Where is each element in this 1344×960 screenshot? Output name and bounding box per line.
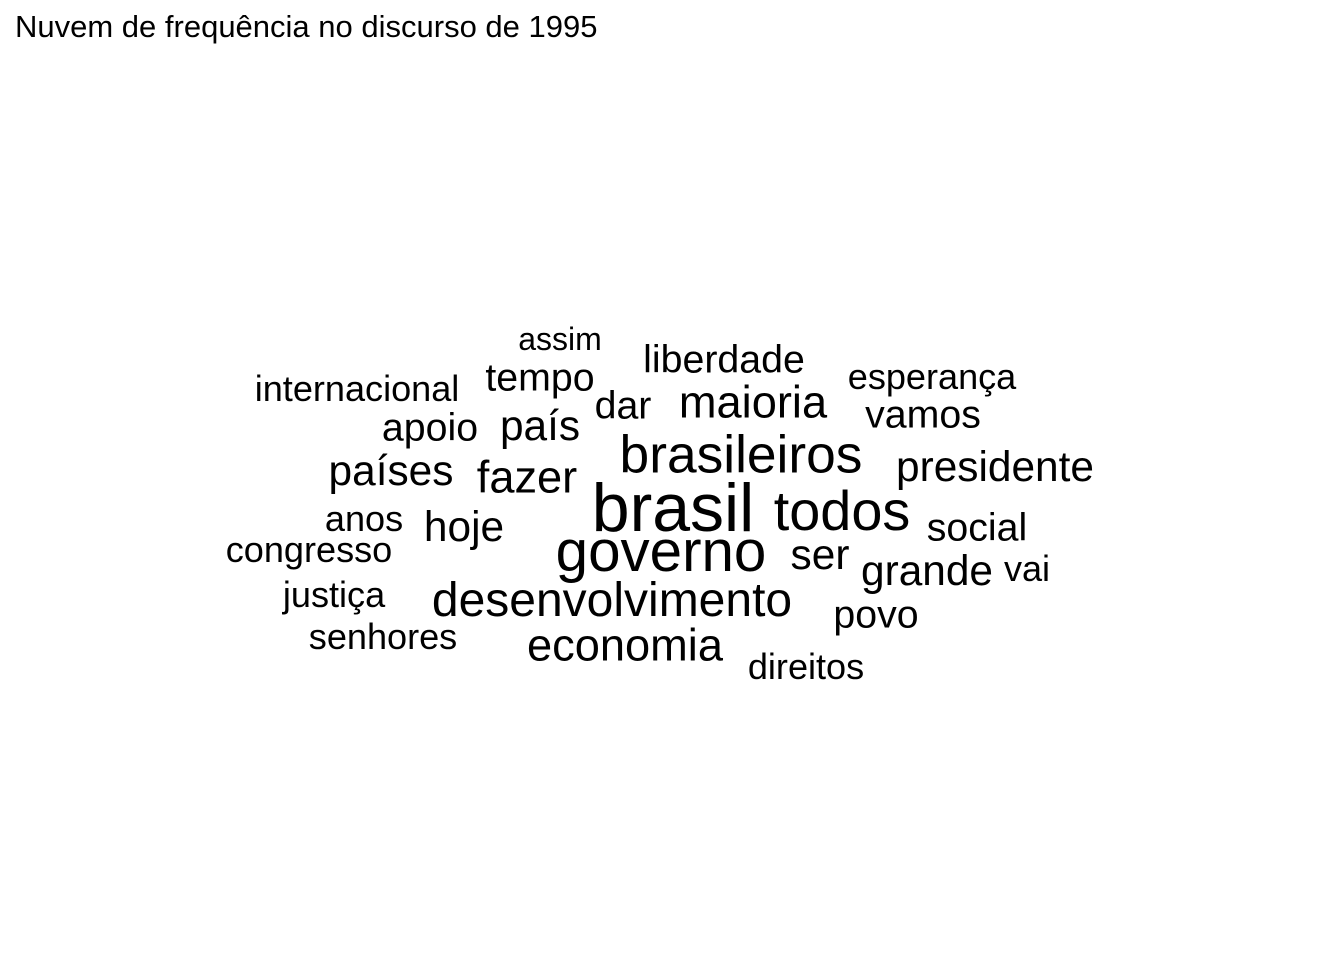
- chart-title: Nuvem de frequência no discurso de 1995: [15, 9, 598, 44]
- word-países: países: [328, 446, 454, 494]
- word-congresso: congresso: [225, 528, 393, 570]
- word-brasil: brasil: [591, 470, 755, 546]
- word-governo: governo: [555, 518, 767, 584]
- word-desenvolvimento: desenvolvimento: [431, 574, 793, 627]
- word-tempo: tempo: [485, 355, 595, 400]
- word-ser: ser: [790, 530, 850, 578]
- word-assim: assim: [518, 321, 602, 357]
- word-esperança: esperança: [847, 355, 1017, 397]
- word-direitos: direitos: [747, 645, 865, 687]
- word-vai: vai: [1003, 547, 1051, 589]
- word-país: país: [499, 401, 581, 449]
- word-vamos: vamos: [865, 392, 981, 437]
- word-senhores: senhores: [308, 615, 458, 657]
- word-povo: povo: [833, 592, 919, 637]
- word-dar: dar: [594, 383, 652, 428]
- word-justiça: justiça: [282, 573, 386, 615]
- word-liberdade: liberdade: [643, 337, 805, 382]
- word-todos: todos: [773, 479, 911, 543]
- word-apoio: apoio: [381, 405, 479, 450]
- word-economia: economia: [527, 619, 723, 671]
- word-presidente: presidente: [896, 442, 1094, 490]
- word-internacional: internacional: [254, 367, 460, 409]
- word-grande: grande: [861, 546, 993, 594]
- word-hoje: hoje: [423, 502, 505, 550]
- word-anos: anos: [324, 497, 404, 539]
- word-maioria: maioria: [678, 376, 828, 428]
- word-social: social: [926, 505, 1028, 550]
- word-brasileiros: brasileiros: [619, 425, 863, 485]
- word-fazer: fazer: [476, 451, 578, 503]
